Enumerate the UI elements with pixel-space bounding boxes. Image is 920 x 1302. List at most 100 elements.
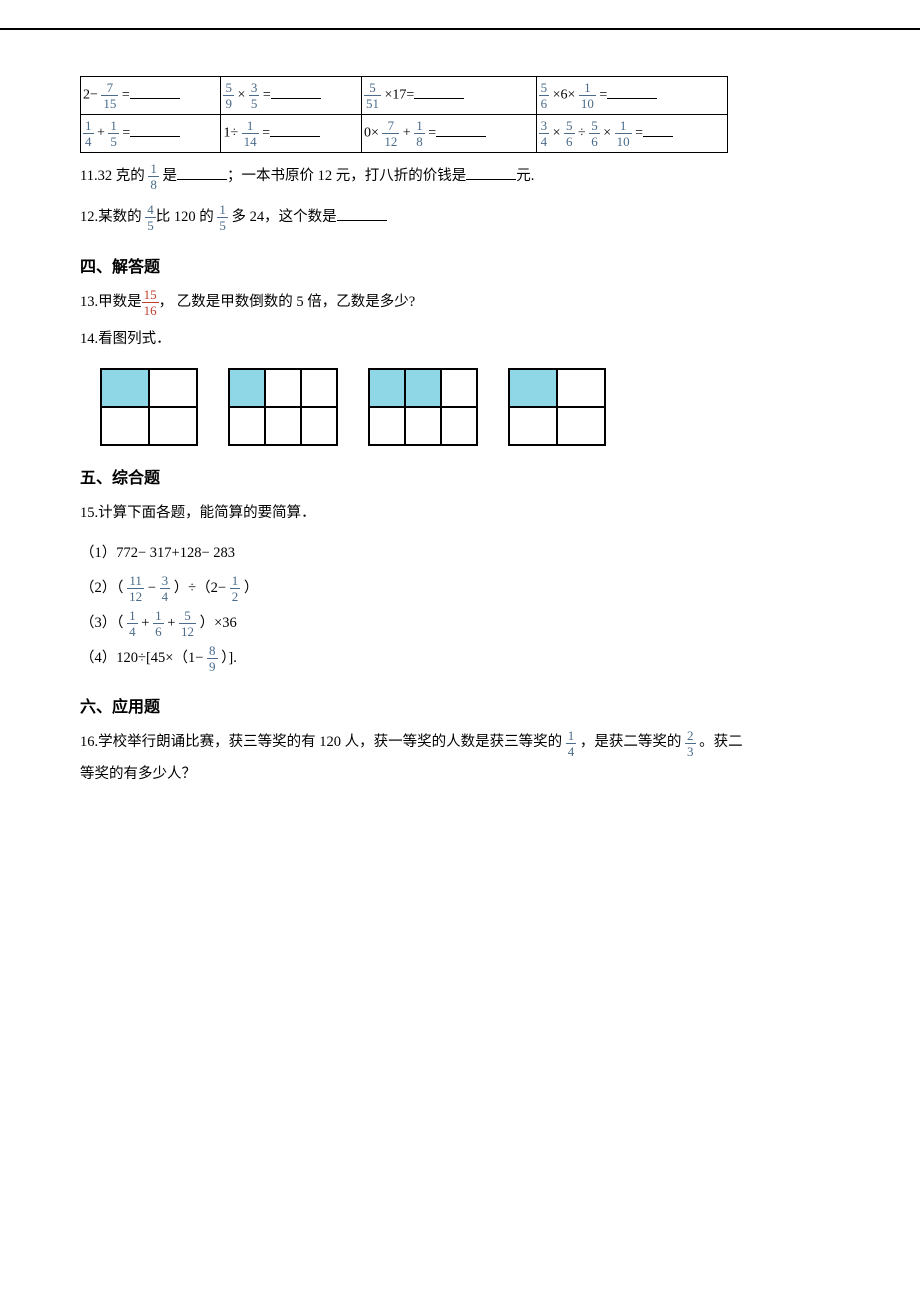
- cell-r1c4: 56 ×6× 110 =: [536, 77, 727, 115]
- text: 等奖的有多少人？: [80, 759, 840, 791]
- cell-r1c2: 59 × 35 =: [221, 77, 361, 115]
- q16: 16.学校举行朗诵比赛，获三等奖的有 120 人，获一等奖的人数是获三等奖的 1…: [80, 727, 840, 791]
- numer: 1: [153, 609, 164, 624]
- grid-cell: [301, 369, 337, 407]
- denom: 4: [566, 744, 577, 758]
- denom: 12: [382, 134, 399, 148]
- denom: 15: [101, 96, 118, 110]
- grid-cell: [149, 369, 197, 407]
- fraction: 110: [579, 81, 596, 110]
- text: 0×: [364, 126, 382, 141]
- q15-4: （4）120÷[45×（1− 89 ）].: [80, 641, 840, 676]
- text: −: [144, 580, 159, 596]
- denom: 4: [160, 589, 171, 603]
- fraction: 23: [685, 729, 696, 758]
- denom: 12: [179, 624, 196, 638]
- numer: 1: [242, 119, 259, 134]
- denom: 8: [414, 134, 425, 148]
- numer: 1: [217, 203, 228, 218]
- fraction: 59: [223, 81, 234, 110]
- numer: 1: [566, 729, 577, 744]
- text: ）÷（2−: [170, 580, 230, 596]
- section-6-title: 六、应用题: [80, 693, 840, 717]
- table-row: 14 + 15 = 1÷ 114 = 0× 712 + 18 = 34 × 56…: [81, 115, 728, 153]
- blank: [337, 206, 387, 221]
- cell-r1c3: 551 ×17=: [361, 77, 536, 115]
- blank: [414, 84, 464, 99]
- fraction: 15: [108, 119, 119, 148]
- numer: 15: [142, 288, 159, 303]
- grid-cell: [557, 369, 605, 407]
- grid-cell: [509, 369, 557, 407]
- grid-cell: [229, 369, 265, 407]
- grid-cell: [557, 407, 605, 445]
- numer: 1: [414, 119, 425, 134]
- cell-r1c1: 2− 715 =: [81, 77, 221, 115]
- numer: 5: [564, 119, 575, 134]
- blank: [130, 84, 180, 99]
- denom: 5: [249, 96, 260, 110]
- cell-r2c1: 14 + 15 =: [81, 115, 221, 153]
- text: ；一本书原价 12 元，打八折的价钱是: [227, 168, 466, 184]
- text: =: [596, 88, 607, 103]
- q15-2: （2）（ 1112 − 34 ）÷（2− 12 ）: [80, 571, 840, 606]
- numer: 3: [249, 81, 260, 96]
- grid-cell: [265, 369, 301, 407]
- grid-cell: [101, 369, 149, 407]
- fraction: 551: [364, 81, 381, 110]
- text: 2−: [83, 88, 101, 103]
- grid-cell: [441, 407, 477, 445]
- fraction: 34: [160, 574, 171, 603]
- q11: 11.32 克的 18 是 ；一本书原价 12 元，打八折的价钱是 元.: [80, 159, 840, 194]
- numer: 1: [127, 609, 138, 624]
- fraction: 89: [207, 644, 218, 673]
- q15-3: （3）（ 14 + 16 + 512 ）×36: [80, 606, 840, 641]
- q15-1: （1）772− 317+128− 283: [80, 536, 840, 571]
- fraction: 56: [564, 119, 575, 148]
- grid-cell: [441, 369, 477, 407]
- text: 11.32 克的: [80, 168, 148, 184]
- numer: 8: [207, 644, 218, 659]
- text: 是: [159, 168, 177, 184]
- fraction: 18: [414, 119, 425, 148]
- text: +: [164, 615, 179, 631]
- fraction: 1112: [127, 574, 144, 603]
- text: 元.: [516, 168, 534, 184]
- fraction: 18: [148, 162, 159, 191]
- text: ×: [549, 126, 564, 141]
- section-4-title: 四、解答题: [80, 253, 840, 277]
- blank: [177, 165, 227, 180]
- page: 2− 715 = 59 × 35 = 551 ×17= 56 ×6× 110 =…: [0, 28, 920, 857]
- denom: 10: [615, 134, 632, 148]
- fraction: 45: [145, 203, 156, 232]
- blank: [130, 122, 180, 137]
- denom: 5: [108, 134, 119, 148]
- grid-figure: [508, 368, 606, 446]
- text: 12.某数的: [80, 209, 145, 225]
- text: ， 乙数是甲数倒数的 5 倍，乙数是多少?: [159, 294, 416, 310]
- text: 比 120 的: [156, 209, 218, 225]
- text: （3）（: [80, 615, 127, 631]
- fraction: 56: [539, 81, 550, 110]
- numer: 5: [364, 81, 381, 96]
- denom: 9: [223, 96, 234, 110]
- cell-r2c4: 34 × 56 ÷ 56 × 110 =: [536, 115, 727, 153]
- calc-table: 2− 715 = 59 × 35 = 551 ×17= 56 ×6× 110 =…: [80, 76, 728, 153]
- grid-cell: [369, 369, 405, 407]
- numer: 5: [589, 119, 600, 134]
- fraction: 16: [153, 609, 164, 638]
- text: ）×36: [196, 615, 237, 631]
- text: ×: [600, 126, 615, 141]
- denom: 9: [207, 659, 218, 673]
- q14: 14.看图列式．: [80, 324, 840, 356]
- denom: 6: [153, 624, 164, 638]
- fraction: 14: [127, 609, 138, 638]
- numer: 1: [83, 119, 94, 134]
- numer: 7: [101, 81, 118, 96]
- blank: [607, 84, 657, 99]
- grid-cell: [101, 407, 149, 445]
- blank: [643, 122, 673, 137]
- numer: 5: [179, 609, 196, 624]
- numer: 5: [539, 81, 550, 96]
- text: =: [119, 126, 130, 141]
